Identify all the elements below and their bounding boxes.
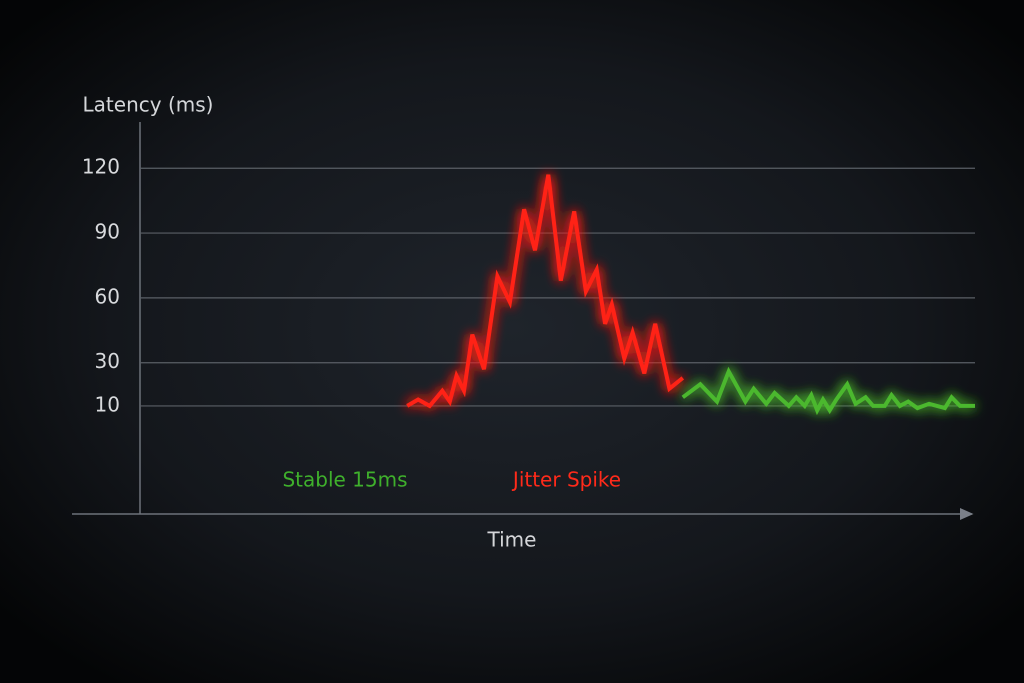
latency-line: [406, 174, 685, 409]
y-tick-label: 60: [95, 284, 120, 308]
y-axis-label: Latency (ms): [83, 93, 214, 117]
y-tick-label: 120: [82, 155, 120, 179]
annotation: Jitter Spike: [511, 468, 621, 492]
annotation: Stable 15ms: [282, 468, 407, 492]
y-tick-label: 30: [95, 349, 120, 373]
y-tick-label: 90: [95, 220, 120, 244]
x-axis-label: Time: [487, 528, 537, 552]
y-tick-label: 10: [95, 392, 120, 416]
latency-line: [681, 366, 975, 416]
